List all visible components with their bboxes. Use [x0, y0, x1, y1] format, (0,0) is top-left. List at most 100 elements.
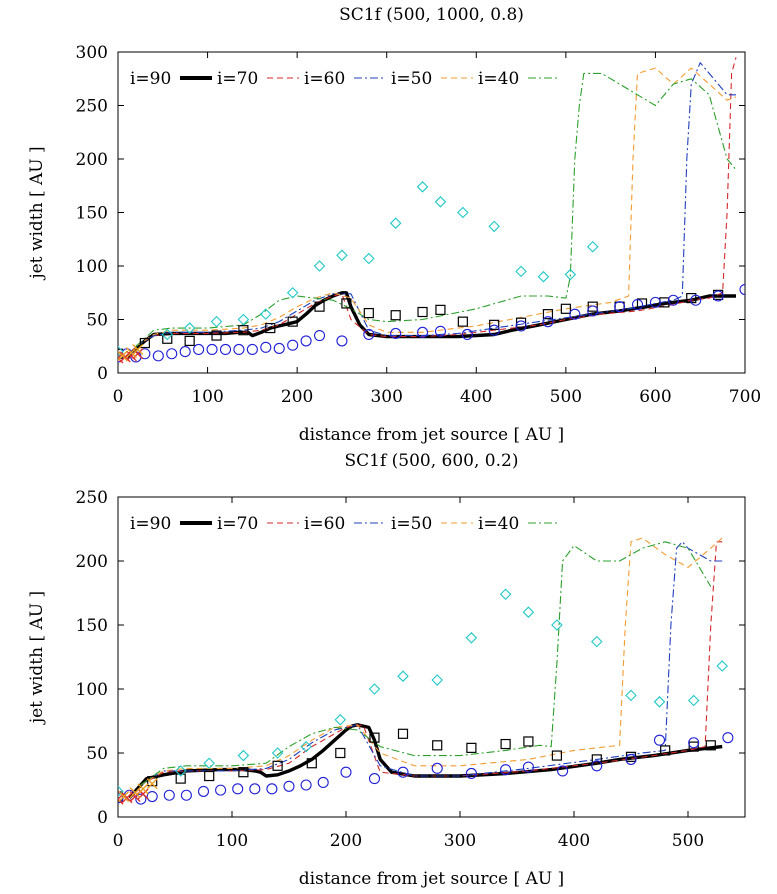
y-tick-label: 200: [76, 150, 108, 170]
data-point-diamond: [488, 220, 500, 233]
data-point-diamond: [313, 260, 326, 272]
data-point-circle: [300, 779, 312, 791]
data-point-circle: [219, 343, 232, 356]
data-point-diamond: [564, 268, 577, 281]
chart-panel-1: SC1f (500, 1000, 0.8)0 100 200 300 400 500 600…: [27, 5, 761, 445]
x-tick-label: 400: [558, 831, 590, 851]
data-point-square: [238, 325, 249, 336]
data-point-circle: [542, 316, 554, 328]
data-point-cross: [118, 793, 124, 805]
legend-label: i=90: [130, 514, 171, 534]
data-point-square: [341, 298, 352, 309]
data-point-diamond: [591, 635, 603, 648]
data-point-diamond: [625, 689, 637, 702]
x-axis-label: distance from jet source [ AU ]: [299, 869, 564, 889]
data-point-circle: [625, 753, 637, 765]
data-point-square: [660, 745, 671, 756]
data-point-diamond: [434, 196, 447, 208]
data-point-circle: [465, 767, 477, 780]
data-point-diamond: [457, 206, 469, 219]
data-point-diamond: [237, 313, 250, 326]
data-point-square: [466, 742, 477, 753]
data-point-circle: [390, 327, 402, 339]
data-point-square: [560, 303, 571, 314]
data-point-circle: [712, 290, 724, 302]
legend-label: i=40: [478, 69, 519, 89]
data-point-circle: [166, 348, 178, 360]
data-point-circle: [416, 326, 429, 338]
data-point-diamond: [416, 181, 429, 193]
data-point-square: [175, 773, 186, 784]
data-point-circle: [557, 765, 569, 777]
data-point-square: [272, 760, 283, 771]
x-tick-label: 400: [460, 387, 492, 407]
data-point-circle: [461, 328, 473, 341]
data-point-x: [132, 343, 144, 355]
y-tick-label: 50: [86, 744, 108, 764]
series-line-i-50: [140, 537, 723, 786]
data-point-diamond: [336, 249, 348, 262]
data-point-square: [314, 301, 325, 312]
data-point-circle: [139, 348, 151, 360]
data-point-circle: [197, 785, 210, 797]
series-line-i-70: [140, 541, 723, 786]
series-line-i-40: [135, 72, 737, 347]
data-point-x: [137, 783, 149, 795]
plot-frame: [117, 51, 746, 374]
y-axis-label: jet width [ AU ]: [27, 591, 47, 725]
series-line-i-50: [135, 67, 737, 347]
x-tick-label: 0: [113, 387, 124, 407]
data-point-square: [139, 337, 150, 349]
data-point-square: [363, 307, 374, 319]
x-tick-label: 100: [216, 831, 248, 851]
data-point-diamond: [368, 683, 381, 695]
data-point-square: [184, 335, 195, 346]
legend-label: i=40: [478, 514, 519, 534]
data-point-diamond: [537, 270, 550, 283]
legend-label: i=60: [304, 69, 345, 89]
data-point-square: [265, 322, 276, 334]
chart-title: SC1f (500, 600, 0.2): [345, 451, 519, 471]
data-point-diamond: [118, 345, 124, 358]
legend-label: i=70: [217, 69, 258, 89]
data-point-square: [523, 736, 534, 747]
data-point-diamond: [260, 308, 272, 320]
data-point-square: [432, 740, 443, 751]
data-point-diamond: [161, 328, 174, 341]
data-point-diamond: [363, 252, 375, 265]
data-point-circle: [500, 764, 512, 776]
y-tick-label: 250: [76, 488, 108, 508]
data-point-circle: [667, 294, 679, 306]
x-tick-label: 300: [370, 387, 402, 407]
data-point-square: [705, 740, 716, 751]
data-point-diamond: [118, 785, 124, 798]
x-tick-label: 100: [191, 387, 223, 407]
y-tick-label: 300: [76, 43, 108, 63]
data-point-circle: [368, 773, 381, 785]
data-point-circle: [488, 324, 500, 336]
data-point-diamond: [389, 217, 402, 229]
data-point-circle: [614, 301, 626, 313]
series-line-i-60: [135, 62, 736, 347]
data-point-circle: [135, 793, 147, 805]
legend-label: i=50: [391, 514, 432, 534]
data-point-circle: [340, 766, 352, 778]
x-tick-label: 500: [672, 831, 704, 851]
legend-label: i=70: [217, 514, 258, 534]
data-point-x: [118, 791, 130, 803]
data-point-square: [636, 298, 648, 309]
data-point-diamond: [551, 619, 563, 631]
data-point-circle: [146, 790, 158, 803]
data-point-square: [457, 316, 468, 327]
data-point-circle: [653, 734, 666, 746]
data-point-circle: [522, 761, 534, 773]
series-line-i-90: [128, 723, 723, 799]
data-point-diamond: [465, 632, 478, 644]
chart-panel-2: SC1f (500, 600, 0.2) 0 100 200 300 400 500 0 50 1…: [27, 451, 746, 889]
y-tick-label: 100: [76, 680, 108, 700]
data-point-diamond: [431, 674, 443, 686]
data-point-circle: [434, 325, 447, 337]
data-point-circle: [246, 343, 258, 356]
data-point-diamond: [334, 713, 347, 726]
data-point-square: [287, 316, 298, 327]
